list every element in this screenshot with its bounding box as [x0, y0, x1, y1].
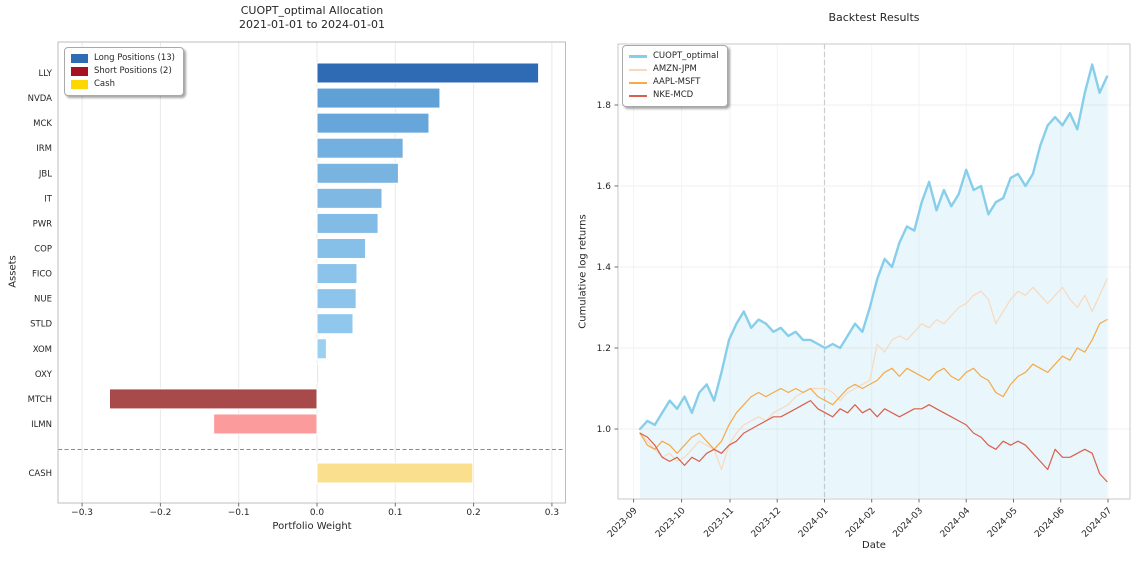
y-tick-label-IRM: IRM — [36, 144, 52, 154]
allocation-title: CUOPT_optimal Allocation — [240, 4, 384, 17]
y-tick-label: 1.6 — [597, 182, 612, 192]
legend-line-swatch-icon — [629, 68, 647, 71]
legend-swatch-icon — [71, 80, 88, 89]
y-tick-label-JBL: JBL — [38, 169, 52, 179]
legend-label: Cash — [94, 79, 115, 89]
y-tick-label: 1.4 — [597, 263, 612, 273]
x-tick-label: −0.2 — [149, 508, 171, 518]
x-tick-label: −0.1 — [228, 508, 250, 518]
legend-swatch-icon — [71, 67, 88, 76]
x-tick-label: 2023-10 — [654, 506, 688, 540]
bar-IT — [316, 187, 383, 209]
series-line-NKE-MCD — [639, 400, 1108, 483]
y-tick-label-FICO: FICO — [32, 270, 52, 280]
x-tick-label: 0.1 — [388, 508, 402, 518]
bar-MTCH — [109, 388, 318, 410]
y-tick-label-PWR: PWR — [33, 219, 53, 229]
y-tick-label: 1.0 — [597, 425, 612, 435]
allocation-xlabel: Portfolio Weight — [272, 521, 352, 532]
allocation-legend: Long Positions (13) Short Positions (2) Ca… — [64, 47, 184, 96]
allocation-ylabel: Assets — [7, 255, 19, 288]
x-tick-label: 0.3 — [545, 508, 559, 518]
legend-label: CUOPT_optimal — [653, 51, 719, 61]
y-tick-label-COP: COP — [34, 244, 52, 254]
series-line-AAPL-MSFT — [639, 319, 1108, 454]
legend-line-swatch-icon — [629, 81, 647, 84]
y-tick-label-XOM: XOM — [33, 345, 52, 355]
y-tick-label-OXY: OXY — [35, 370, 53, 380]
legend-item: AAPL-MSFT — [629, 77, 719, 88]
y-tick-label-NVDA: NVDA — [28, 94, 53, 104]
x-tick-label: 2024-03 — [891, 506, 925, 540]
y-tick-label-STLD: STLD — [30, 320, 52, 330]
legend-label: Short Positions (2) — [94, 66, 172, 76]
series-area-CUOPT_optimal — [640, 64, 1107, 498]
bar-PWR — [316, 212, 379, 234]
x-tick-label: 2024-04 — [939, 506, 973, 540]
legend-item: Long Positions (13) — [71, 53, 175, 64]
allocation-plot: −0.3 −0.2 −0.1 0.0 0.1 0.2 0.3 LLY NVDA MCK IRM JBL… — [28, 41, 566, 518]
x-tick-label: 2024-01 — [797, 506, 831, 540]
bar-CASH — [316, 462, 474, 484]
y-tick-label-MCK: MCK — [33, 119, 52, 129]
legend-item: Short Positions (2) — [71, 66, 175, 77]
series-line-AMZN-JPM — [639, 278, 1108, 471]
legend-label: Long Positions (13) — [94, 53, 175, 63]
x-tick-label: 2024-06 — [1033, 506, 1067, 540]
bar-STLD — [316, 313, 354, 335]
x-tick-label: 2023-11 — [702, 506, 736, 540]
axes-frame — [57, 41, 566, 504]
y-tick-label-CASH: CASH — [28, 469, 52, 479]
allocation-subtitle: 2021-01-01 to 2024-01-01 — [239, 18, 385, 31]
series-line-CUOPT_optimal — [638, 63, 1109, 431]
x-tick-label: 0.2 — [466, 508, 480, 518]
x-tick-label: 0.0 — [310, 508, 325, 518]
x-tick-label: 2023-09 — [606, 506, 640, 540]
bar-FICO — [316, 263, 358, 285]
backtest-ylabel: Cumulative log returns — [577, 214, 589, 329]
bar-XOM — [316, 338, 327, 360]
backtest-legend: CUOPT_optimal AMZN-JPM AAPL-MSFT NKE-MCD — [622, 45, 728, 107]
y-tick-label-MTCH: MTCH — [28, 395, 52, 405]
y-tick-label-IT: IT — [44, 194, 53, 204]
x-tick-label: 2024-05 — [986, 506, 1020, 540]
legend-label: NKE-MCD — [653, 90, 694, 100]
bar-NUE — [316, 288, 357, 310]
x-tick-label: 2023-12 — [750, 506, 784, 540]
x-tick-label: 2024-02 — [844, 506, 878, 540]
y-tick-label: 1.2 — [597, 344, 611, 354]
bar-NVDA — [316, 87, 441, 109]
bar-COP — [316, 237, 367, 259]
backtest-xlabel: Date — [862, 540, 886, 551]
legend-item: CUOPT_optimal — [629, 51, 719, 62]
bar-ILMN — [213, 413, 318, 435]
bar-JBL — [316, 162, 399, 184]
y-tick-label-NUE: NUE — [34, 295, 52, 305]
bar-LLY — [316, 62, 540, 84]
backtest-title: Backtest Results — [828, 11, 920, 24]
y-tick-label: 1.8 — [597, 101, 612, 111]
legend-item: Cash — [71, 79, 175, 90]
y-tick-label-LLY: LLY — [38, 69, 52, 79]
bar-IRM — [316, 137, 404, 159]
legend-item: NKE-MCD — [629, 90, 719, 101]
legend-label: AMZN-JPM — [653, 64, 697, 74]
bar-MCK — [316, 112, 430, 134]
legend-swatch-icon — [71, 54, 88, 63]
legend-item: AMZN-JPM — [629, 64, 719, 75]
legend-line-swatch-icon — [629, 94, 647, 97]
x-tick-label: 2024-07 — [1080, 506, 1114, 540]
x-tick-label: −0.3 — [71, 508, 93, 518]
y-tick-label-ILMN: ILMN — [31, 420, 52, 430]
legend-label: AAPL-MSFT — [653, 77, 701, 87]
bar-OXY — [316, 363, 320, 385]
axes-frame — [617, 43, 1131, 500]
legend-line-swatch-icon — [629, 55, 647, 58]
